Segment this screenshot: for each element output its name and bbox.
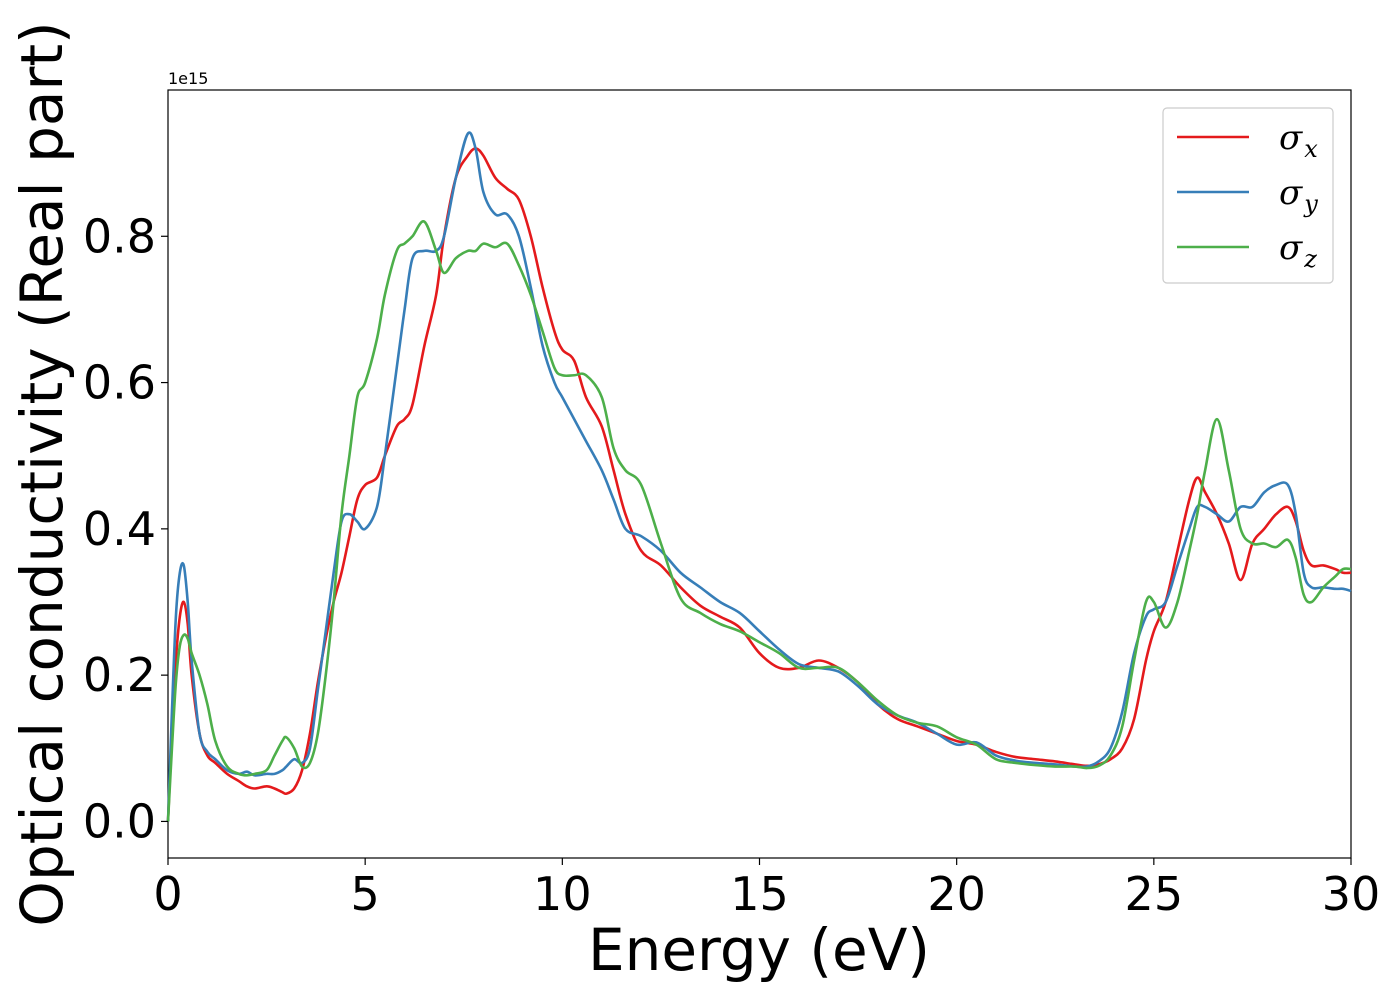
y-offset-label: 1e15: [168, 69, 208, 88]
legend-box: [1162, 107, 1334, 284]
y-tick-label: 0.8: [83, 209, 156, 263]
x-axis-label: Energy (eV): [588, 916, 930, 984]
x-tick-label: 25: [1125, 867, 1184, 921]
x-tick-label: 5: [351, 867, 380, 921]
series-line-y: [166, 131, 1352, 822]
y-tick-label: 0.2: [83, 648, 156, 702]
plot-frame: [167, 89, 1352, 859]
y-tick-label: 0.4: [83, 502, 156, 556]
x-tick-label: 20: [927, 867, 986, 921]
plot-area: 0 5 10 15 20 25 30 0.0 0.2 0.4 0.6 0.8: [83, 89, 1380, 921]
y-tick-label: 0.0: [83, 794, 156, 848]
y-tick-label: 0.6: [83, 356, 156, 410]
x-tick-label: 10: [533, 867, 592, 921]
series-lines: [166, 131, 1352, 822]
y-axis-ticks: 0.0 0.2 0.4 0.6 0.8: [83, 209, 168, 848]
x-tick-label: 0: [153, 867, 182, 921]
legend-label-x: σx: [1279, 118, 1318, 163]
x-tick-label: 30: [1322, 867, 1381, 921]
series-line-x: [166, 147, 1352, 822]
x-axis-ticks: 0 5 10 15 20 25 30: [153, 858, 1380, 921]
x-tick-label: 15: [730, 867, 789, 921]
y-axis-label: Optical conductivity (Real part): [8, 21, 76, 926]
series-line-z: [166, 220, 1352, 822]
